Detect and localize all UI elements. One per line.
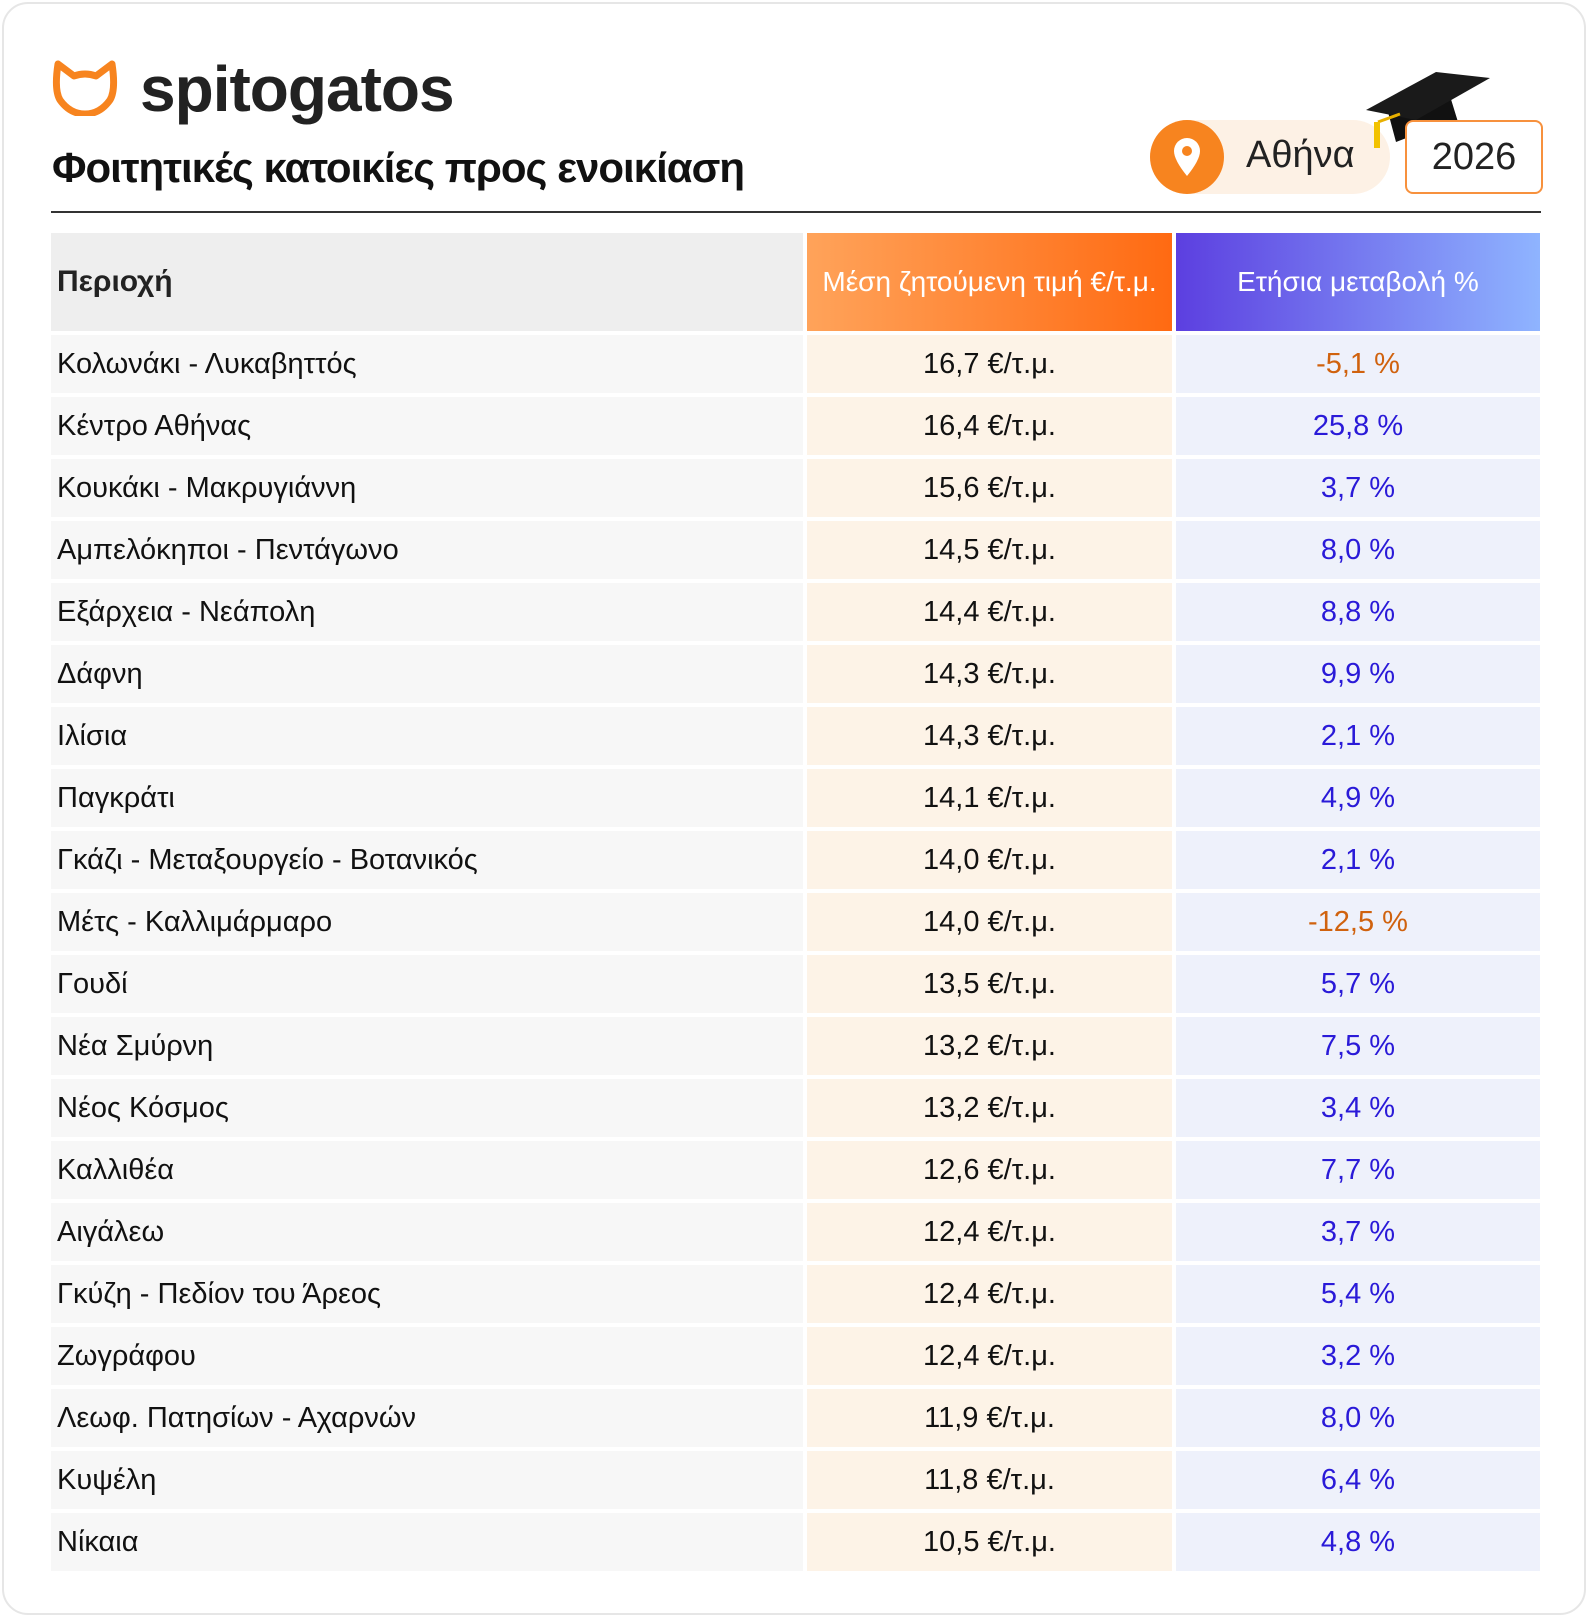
price: 12,4 €/τ.μ. bbox=[807, 1327, 1172, 1385]
location-pin bbox=[1150, 120, 1224, 194]
price: 15,6 €/τ.μ. bbox=[807, 459, 1172, 517]
logo-text: spitogatos bbox=[140, 53, 455, 125]
table-row: Κυψέλη 11,8 €/τ.μ. 6,4 % bbox=[51, 1451, 1541, 1509]
price: 11,9 €/τ.μ. bbox=[807, 1389, 1172, 1447]
table-row: Λεωφ. Πατησίων - Αχαρνών 11,9 €/τ.μ. 8,0 % bbox=[51, 1389, 1541, 1447]
annual-change: -12,5 % bbox=[1176, 893, 1540, 951]
table-row: Αμπελόκηποι - Πεντάγωνο 14,5 €/τ.μ. 8,0 % bbox=[51, 521, 1541, 579]
price: 11,8 €/τ.μ. bbox=[807, 1451, 1172, 1509]
area: Λεωφ. Πατησίων - Αχαρνών bbox=[51, 1389, 803, 1447]
area: Νίκαια bbox=[51, 1513, 803, 1571]
table-row: Γκάζι - Μεταξουργείο - Βοτανικός 14,0 €/τ… bbox=[51, 831, 1541, 889]
column-header: Ετήσια μεταβολή % bbox=[1176, 233, 1540, 331]
price: 12,4 €/τ.μ. bbox=[807, 1265, 1172, 1323]
annual-change: 7,7 % bbox=[1176, 1141, 1540, 1199]
annual-change: 5,4 % bbox=[1176, 1265, 1540, 1323]
table-row: Νέα Σμύρνη 13,2 €/τ.μ. 7,5 % bbox=[51, 1017, 1541, 1075]
area: Γκάζι - Μεταξουργείο - Βοτανικός bbox=[51, 831, 803, 889]
area: Ζωγράφου bbox=[51, 1327, 803, 1385]
table-row: Γκύζη - Πεδίον του Άρεος 12,4 €/τ.μ. 5,4 % bbox=[51, 1265, 1541, 1323]
table-row: Δάφνη 14,3 €/τ.μ. 9,9 % bbox=[51, 645, 1541, 703]
price: 14,0 €/τ.μ. bbox=[807, 831, 1172, 889]
area: Κολωνάκι - Λυκαβηττός bbox=[51, 335, 803, 393]
table-row: Κέντρο Αθήνας 16,4 €/τ.μ. 25,8 % bbox=[51, 397, 1541, 455]
annual-change: -5,1 % bbox=[1176, 335, 1540, 393]
table-row: Νίκαια 10,5 €/τ.μ. 4,8 % bbox=[51, 1513, 1541, 1571]
annual-change: 25,8 % bbox=[1176, 397, 1540, 455]
price: 12,6 €/τ.μ. bbox=[807, 1141, 1172, 1199]
annual-change: 4,8 % bbox=[1176, 1513, 1540, 1571]
table-row: Αιγάλεω 12,4 €/τ.μ. 3,7 % bbox=[51, 1203, 1541, 1261]
table-row: Ζωγράφου 12,4 €/τ.μ. 3,2 % bbox=[51, 1327, 1541, 1385]
area: Γουδί bbox=[51, 955, 803, 1013]
annual-change: 8,0 % bbox=[1176, 1389, 1540, 1447]
area: Αιγάλεω bbox=[51, 1203, 803, 1261]
price: 14,0 €/τ.μ. bbox=[807, 893, 1172, 951]
annual-change: 7,5 % bbox=[1176, 1017, 1540, 1075]
area: Γκύζη - Πεδίον του Άρεος bbox=[51, 1265, 803, 1323]
price: 14,4 €/τ.μ. bbox=[807, 583, 1172, 641]
area: Κουκάκι - Μακρυγιάννη bbox=[51, 459, 803, 517]
price: 13,2 €/τ.μ. bbox=[807, 1079, 1172, 1137]
table-row: Εξάρχεια - Νεάπολη 14,4 €/τ.μ. 8,8 % bbox=[51, 583, 1541, 641]
price: 14,3 €/τ.μ. bbox=[807, 707, 1172, 765]
table-row: Ιλίσια 14,3 €/τ.μ. 2,1 % bbox=[51, 707, 1541, 765]
price: 14,1 €/τ.μ. bbox=[807, 769, 1172, 827]
table-row: Κολωνάκι - Λυκαβηττός 16,7 €/τ.μ. -5,1 % bbox=[51, 335, 1541, 393]
data-table: Περιοχή Μέση ζητούμενη τιμή €/τ.μ. Ετήσια … bbox=[51, 233, 1541, 1575]
annual-change: 5,7 % bbox=[1176, 955, 1540, 1013]
table-row: Καλλιθέα 12,6 €/τ.μ. 7,7 % bbox=[51, 1141, 1541, 1199]
table-row: Παγκράτι 14,1 €/τ.μ. 4,9 % bbox=[51, 769, 1541, 827]
table-row: Νέος Κόσμος 13,2 €/τ.μ. 3,4 % bbox=[51, 1079, 1541, 1137]
annual-change: 2,1 % bbox=[1176, 707, 1540, 765]
area: Κυψέλη bbox=[51, 1451, 803, 1509]
annual-change: 3,2 % bbox=[1176, 1327, 1540, 1385]
area: Παγκράτι bbox=[51, 769, 803, 827]
annual-change: 8,0 % bbox=[1176, 521, 1540, 579]
annual-change: 3,7 % bbox=[1176, 459, 1540, 517]
area: Κέντρο Αθήνας bbox=[51, 397, 803, 455]
annual-change: 8,8 % bbox=[1176, 583, 1540, 641]
price: 14,5 €/τ.μ. bbox=[807, 521, 1172, 579]
header-row: Περιοχή Μέση ζητούμενη τιμή €/τ.μ. Ετήσια … bbox=[51, 233, 1541, 331]
price: 12,4 €/τ.μ. bbox=[807, 1203, 1172, 1261]
table-row: Κουκάκι - Μακρυγιάννη 15,6 €/τ.μ. 3,7 % bbox=[51, 459, 1541, 517]
location: Αθήνα bbox=[1246, 134, 1355, 176]
area: Αμπελόκηποι - Πεντάγωνο bbox=[51, 521, 803, 579]
column-header: Μέση ζητούμενη τιμή €/τ.μ. bbox=[807, 233, 1172, 331]
area: Ιλίσια bbox=[51, 707, 803, 765]
area: Καλλιθέα bbox=[51, 1141, 803, 1199]
annual-change: 6,4 % bbox=[1176, 1451, 1540, 1509]
price: 13,2 €/τ.μ. bbox=[807, 1017, 1172, 1075]
column-header: Περιοχή bbox=[51, 233, 803, 331]
price: 16,4 €/τ.μ. bbox=[807, 397, 1172, 455]
area: Μέτς - Καλλιμάρμαρο bbox=[51, 893, 803, 951]
location-badge: Αθήνα bbox=[1150, 120, 1390, 194]
area: Δάφνη bbox=[51, 645, 803, 703]
area: Νέα Σμύρνη bbox=[51, 1017, 803, 1075]
area: Εξάρχεια - Νεάπολη bbox=[51, 583, 803, 641]
area: Νέος Κόσμος bbox=[51, 1079, 803, 1137]
table-row: Γουδί 13,5 €/τ.μ. 5,7 % bbox=[51, 955, 1541, 1013]
annual-change: 4,9 % bbox=[1176, 769, 1540, 827]
price: 14,3 €/τ.μ. bbox=[807, 645, 1172, 703]
price: 13,5 €/τ.μ. bbox=[807, 955, 1172, 1013]
year-badge: 2026 bbox=[1405, 120, 1543, 194]
annual-change: 2,1 % bbox=[1176, 831, 1540, 889]
annual-change: 9,9 % bbox=[1176, 645, 1540, 703]
annual-change: 3,4 % bbox=[1176, 1079, 1540, 1137]
price: 10,5 €/τ.μ. bbox=[807, 1513, 1172, 1571]
logo-icon bbox=[52, 60, 118, 116]
title: Φοιτητικές κατοικίες προς ενοικίαση bbox=[52, 144, 745, 191]
annual-change: 3,7 % bbox=[1176, 1203, 1540, 1261]
table-row: Μέτς - Καλλιμάρμαρο 14,0 €/τ.μ. -12,5 % bbox=[51, 893, 1541, 951]
price: 16,7 €/τ.μ. bbox=[807, 335, 1172, 393]
divider bbox=[51, 211, 1541, 213]
